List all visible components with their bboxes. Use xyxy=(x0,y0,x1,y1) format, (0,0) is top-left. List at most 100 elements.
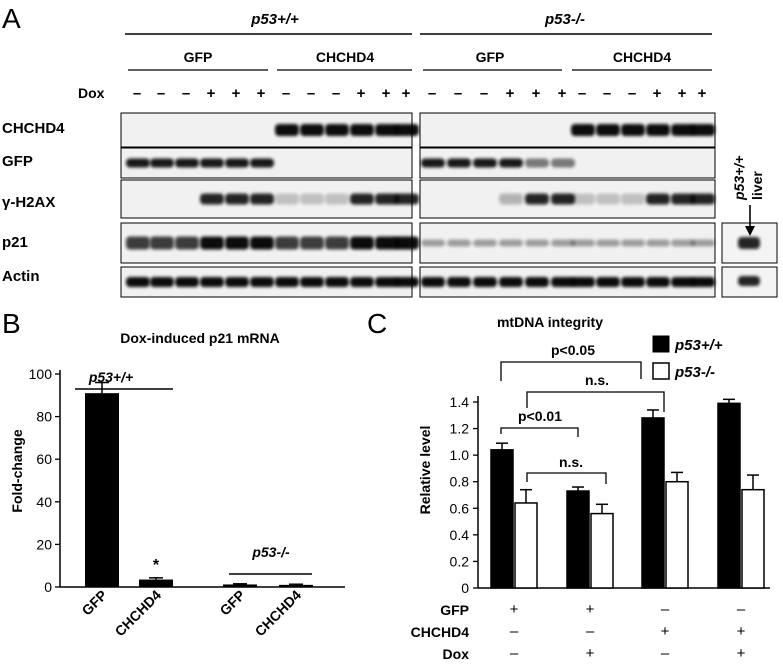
chart-c-ytick-label: 0 xyxy=(461,580,469,596)
western-blots xyxy=(120,112,778,298)
factor-mark: – xyxy=(661,601,670,618)
chart-c-ytick-label: 1.0 xyxy=(450,447,470,463)
chart-c-ytick-label: 1.2 xyxy=(450,421,470,437)
blot-band xyxy=(621,124,645,136)
blot-band xyxy=(175,277,199,287)
blot-band xyxy=(395,236,419,250)
chart-c-bar xyxy=(566,490,590,589)
liver-label-genotype: p53+/+ xyxy=(731,156,747,201)
blot-band xyxy=(275,236,299,250)
genotype-header-ko: p53-/- xyxy=(544,11,585,28)
blot-band xyxy=(275,124,299,136)
panel-c-letter: C xyxy=(367,308,387,339)
chart-b-category-label: CHCHD4 xyxy=(252,587,305,640)
blot-band xyxy=(175,236,199,250)
blot-band xyxy=(126,158,150,168)
blot-band xyxy=(225,158,249,168)
blot-band xyxy=(499,239,523,247)
blot-band xyxy=(275,193,299,205)
blot-band xyxy=(150,277,174,287)
comparison-bracket-p001 xyxy=(500,427,579,437)
blot-band xyxy=(691,277,715,287)
dox-mark: + xyxy=(532,85,541,102)
blot-band xyxy=(350,277,374,287)
blot-band xyxy=(375,193,399,205)
blot-band xyxy=(375,236,399,250)
chart-b-ytick-label: 0 xyxy=(44,579,52,595)
blot-band xyxy=(646,277,670,287)
comparison-bracket-ns2 xyxy=(526,472,607,484)
blot-band xyxy=(421,277,445,287)
blot-band xyxy=(473,158,497,168)
blot-band-liver xyxy=(738,276,760,286)
blot-band xyxy=(691,124,715,136)
dox-mark: – xyxy=(332,85,340,102)
dox-mark: – xyxy=(157,85,165,102)
blot-band xyxy=(350,124,374,136)
factor-mark: + xyxy=(737,645,746,662)
blot-band xyxy=(525,277,549,287)
chart-b-ytick-label: 80 xyxy=(36,409,52,425)
factor-table: GFP CHCHD4 Dox + + – – – – + + – + – + xyxy=(411,601,746,662)
blot-band xyxy=(395,193,419,205)
factor-mark: – xyxy=(737,601,746,618)
chart-c: 0 0.2 0.4 0.6 0.8 1.0 1.2 1.4 xyxy=(450,394,770,596)
chart-b-ytick-label: 100 xyxy=(29,366,53,382)
blot-band xyxy=(150,158,174,168)
blot-band xyxy=(200,236,224,250)
factor-mark: – xyxy=(661,645,670,662)
factor-mark: + xyxy=(510,601,519,618)
blot-band xyxy=(671,124,695,136)
dox-mark: + xyxy=(678,85,687,102)
blot-band xyxy=(150,236,174,250)
chart-c-title: mtDNA integrity xyxy=(497,314,603,330)
blot-band xyxy=(473,277,497,287)
chart-b-ytick-label: 20 xyxy=(36,536,52,552)
comparison-bracket-p005 xyxy=(500,361,642,381)
chart-b-category-label: GFP xyxy=(78,587,110,619)
dox-mark: + xyxy=(257,85,266,102)
blot-band-liver xyxy=(738,237,760,249)
blot-band xyxy=(571,239,595,247)
blot-band xyxy=(421,239,445,247)
chart-c-bar xyxy=(741,488,765,589)
dox-mark: + xyxy=(506,85,515,102)
blot-band xyxy=(250,236,274,250)
dox-mark: + xyxy=(357,85,366,102)
blot-band xyxy=(596,193,620,205)
blot-band xyxy=(646,193,670,205)
legend-label-ko: p53-/- xyxy=(674,364,715,381)
blot-band xyxy=(421,158,445,168)
comparison-label-ns1: n.s. xyxy=(585,372,609,388)
chart-c-bar xyxy=(641,417,665,589)
blot-band xyxy=(395,277,419,287)
blot-band xyxy=(300,193,324,205)
dox-mark: + xyxy=(232,85,241,102)
chart-c-bar xyxy=(665,480,689,589)
blot-band xyxy=(571,124,595,136)
dox-mark: + xyxy=(558,85,567,102)
dox-mark: – xyxy=(480,85,488,102)
dox-mark: + xyxy=(382,85,391,102)
blot-band xyxy=(621,239,645,247)
blot-band xyxy=(225,277,249,287)
chart-c-ytick-label: 0.2 xyxy=(450,553,470,569)
factor-label-dox: Dox xyxy=(443,646,470,662)
dox-mark: + xyxy=(402,85,411,102)
blot-band xyxy=(691,239,715,247)
blot-band xyxy=(596,239,620,247)
factor-label-chchd4: CHCHD4 xyxy=(411,624,470,640)
blot-frame xyxy=(419,112,716,148)
blot-label-chchd4: CHCHD4 xyxy=(2,120,65,137)
chart-b-group-wt: p53+/+ xyxy=(88,369,133,385)
dox-mark: – xyxy=(428,85,436,102)
factor-label-gfp: GFP xyxy=(440,602,469,618)
condition-header-ko-chchd4: CHCHD4 xyxy=(613,49,672,65)
dox-marks: – – – + + + – – – + + + – – – + + + – – – + + + xyxy=(133,85,707,102)
blot-band xyxy=(250,277,274,287)
blot-band xyxy=(225,236,249,250)
blot-band xyxy=(447,277,471,287)
blot-band xyxy=(551,158,575,168)
factor-mark: + xyxy=(737,623,746,640)
blot-band xyxy=(200,193,224,205)
